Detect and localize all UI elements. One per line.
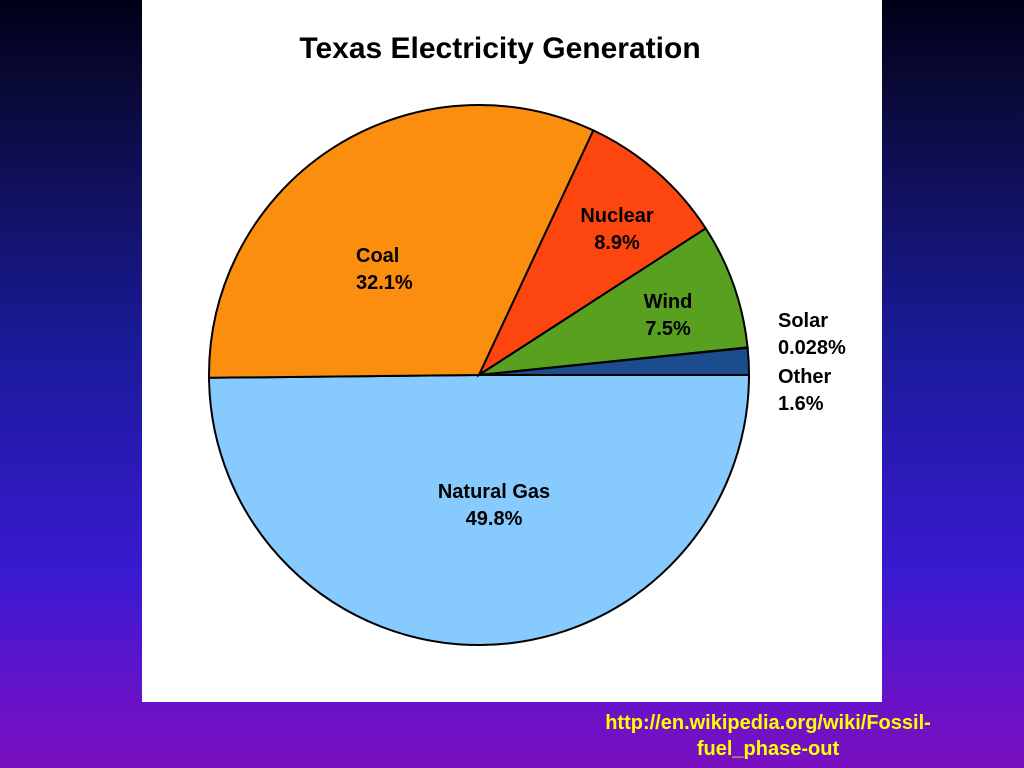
pie-slice-nuclear bbox=[476, 129, 708, 378]
slice-value-wind: 7.5% bbox=[645, 318, 691, 340]
slice-label-other: Other bbox=[778, 366, 832, 388]
source-caption[interactable]: http://en.wikipedia.org/wiki/Fossil- fue… bbox=[560, 710, 976, 762]
pie-chart: Texas Electricity Generation Natural Gas… bbox=[208, 32, 846, 646]
pie-slice-natural-gas bbox=[208, 374, 751, 646]
slice-value-natural-gas: 49.8% bbox=[466, 508, 523, 530]
slice-label-natural-gas: Natural Gas bbox=[438, 481, 550, 503]
slice-label-wind: Wind bbox=[644, 291, 693, 313]
chart-title: Texas Electricity Generation bbox=[299, 32, 700, 65]
source-caption-line1: http://en.wikipedia.org/wiki/Fossil- bbox=[605, 712, 931, 734]
slice-value-other: 1.6% bbox=[778, 393, 824, 415]
slice-label-coal: Coal bbox=[356, 245, 399, 267]
source-caption-line2: fuel_phase-out bbox=[696, 738, 840, 760]
pie-labels: Natural Gas 49.8% Coal 32.1% Nuclear 8.9% Wind… bbox=[356, 205, 846, 530]
slice-value-nuclear: 8.9% bbox=[594, 232, 640, 254]
slice-value-solar: 0.028% bbox=[778, 337, 846, 359]
pie-slice-other bbox=[478, 346, 751, 376]
slice-value-coal: 32.1% bbox=[356, 272, 413, 294]
pie-slices bbox=[208, 104, 751, 646]
pie-slice-wind bbox=[478, 227, 749, 376]
slice-label-solar: Solar bbox=[778, 310, 828, 332]
pie-slice-coal bbox=[208, 104, 595, 379]
chart-panel: Texas Electricity Generation Natural Gas… bbox=[142, 0, 882, 702]
slice-label-nuclear: Nuclear bbox=[580, 205, 654, 227]
